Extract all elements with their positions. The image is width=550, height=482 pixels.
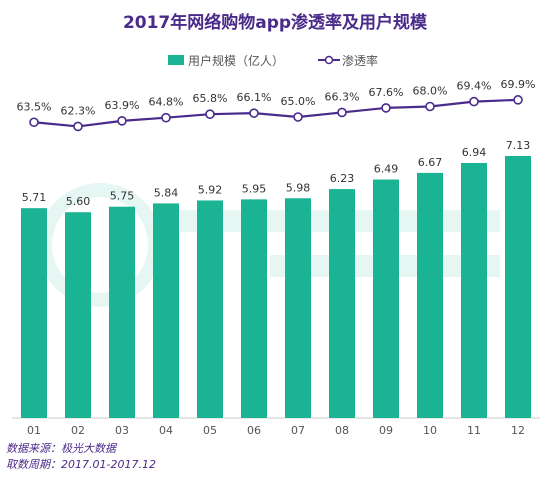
- footer-period: 取数周期：2017.01-2017.12: [6, 458, 156, 471]
- x-tick-label: 03: [115, 424, 129, 437]
- bar-value-label: 5.92: [198, 183, 223, 196]
- bar-03: [109, 206, 135, 418]
- line-point: [205, 109, 215, 119]
- line-value-label: 65.8%: [193, 92, 228, 105]
- line-point: [425, 101, 435, 112]
- bar-value-label: 5.98: [286, 181, 311, 194]
- bar-value-label: 7.13: [506, 139, 531, 152]
- line-value-label: 69.9%: [501, 78, 536, 91]
- x-tick-label: 08: [335, 424, 349, 437]
- legend-line-label: 渗透率: [342, 54, 379, 68]
- line-point: [161, 112, 171, 123]
- line-value-label: 68.0%: [413, 85, 448, 98]
- x-tick-label: 07: [291, 424, 305, 437]
- bar-value-label: 5.75: [110, 190, 135, 203]
- bar-value-label: 5.71: [22, 191, 47, 204]
- bar-11: [461, 162, 487, 418]
- line-value-label: 66.1%: [237, 91, 272, 104]
- bar-10: [417, 172, 443, 418]
- chart-title: 2017年网络购物app渗透率及用户规模: [122, 13, 428, 33]
- line-value-label: 66.3%: [325, 90, 360, 103]
- bar-value-label: 6.94: [462, 146, 487, 159]
- bar-value-label: 6.67: [418, 156, 443, 169]
- bar-08: [329, 189, 355, 418]
- bar-06: [241, 199, 267, 418]
- bar-04: [153, 203, 179, 418]
- line-point: [513, 95, 523, 105]
- bar-02: [65, 212, 91, 418]
- line-value-label: 63.9%: [105, 99, 140, 112]
- bar-01: [21, 208, 47, 418]
- x-tick-label: 11: [467, 424, 481, 437]
- line-point: [469, 96, 479, 107]
- line-point: [381, 103, 391, 113]
- bar-value-label: 5.95: [242, 182, 267, 195]
- x-tick-label: 06: [247, 424, 261, 437]
- bar-value-label: 5.84: [154, 186, 179, 199]
- chart-canvas: 5.71 01 5.60 02 5.75 03 5.84 04 5.92 05 5.95 06 5.98…: [12, 78, 540, 437]
- bar-value-label: 6.23: [330, 172, 355, 185]
- x-tick-label: 05: [203, 424, 217, 437]
- legend-bar-swatch: [168, 55, 184, 65]
- bar-value-label: 6.49: [374, 163, 399, 176]
- line-value-label: 67.6%: [369, 86, 404, 99]
- line-value-label: 69.4%: [457, 80, 492, 93]
- line-point: [73, 121, 83, 132]
- legend: 用户规模（亿人） 渗透率: [0, 52, 550, 68]
- bar-12: [505, 156, 531, 418]
- footer-source: 数据来源：极光大数据: [6, 442, 116, 455]
- bar-value-label: 5.60: [66, 195, 91, 208]
- legend-bar-label: 用户规模（亿人）: [188, 54, 285, 68]
- line-point: [293, 112, 303, 122]
- line-point: [249, 108, 259, 118]
- bar-09: [373, 179, 399, 418]
- line-point: [29, 117, 39, 128]
- x-tick-label: 01: [27, 424, 41, 437]
- line-value-label: 62.3%: [61, 104, 96, 117]
- line-value-label: 63.5%: [17, 100, 52, 113]
- x-tick-label: 04: [159, 424, 173, 437]
- x-tick-label: 02: [71, 424, 85, 437]
- line-value-label: 64.8%: [149, 96, 184, 109]
- x-tick-label: 09: [379, 424, 393, 437]
- x-tick-label: 10: [423, 424, 437, 437]
- line-value-label: 65.0%: [281, 95, 316, 108]
- x-tick-label: 12: [511, 424, 525, 437]
- penetration-line: [33, 98, 519, 128]
- legend-line-swatch: [318, 55, 340, 65]
- bar-05: [197, 200, 223, 418]
- line-point: [117, 116, 127, 126]
- line-point: [337, 107, 347, 118]
- bar-07: [285, 198, 311, 418]
